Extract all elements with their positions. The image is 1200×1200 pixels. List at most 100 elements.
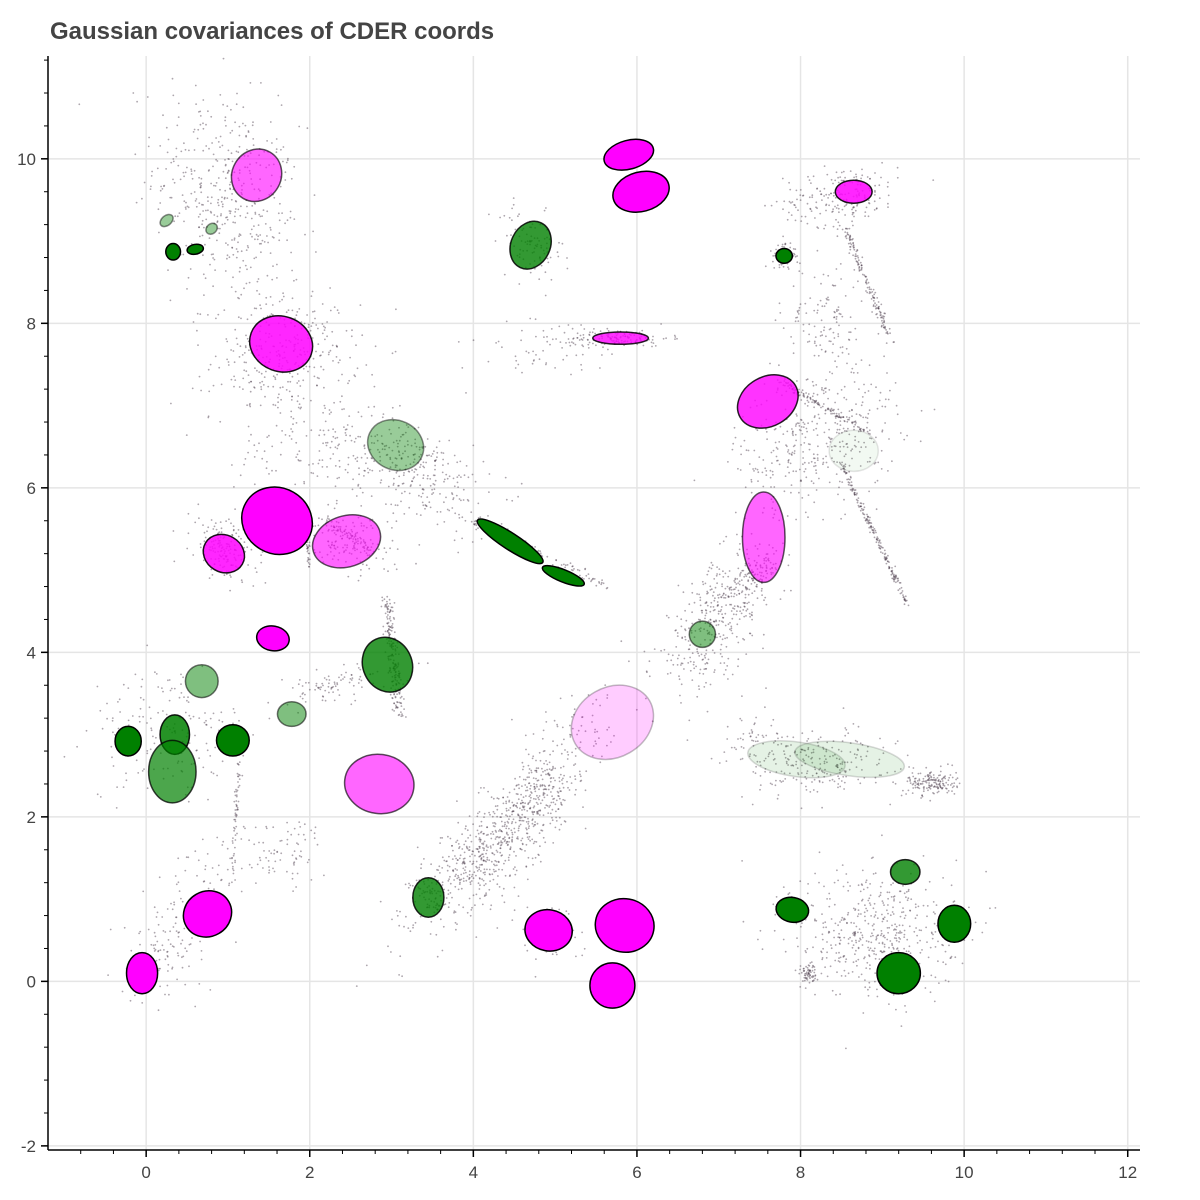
- data-point: [607, 348, 609, 351]
- data-point: [817, 413, 820, 416]
- data-point: [825, 461, 828, 464]
- data-point: [787, 564, 790, 567]
- data-point: [747, 579, 750, 582]
- data-point: [397, 450, 400, 452]
- data-point: [759, 764, 762, 767]
- data-point: [371, 457, 373, 460]
- data-point: [224, 119, 227, 122]
- data-point: [742, 733, 745, 735]
- data-point: [927, 773, 929, 776]
- data-point: [520, 793, 522, 796]
- data-point: [790, 453, 793, 456]
- data-point: [511, 718, 513, 721]
- data-point: [479, 831, 482, 834]
- data-point: [226, 218, 229, 221]
- data-point: [217, 204, 220, 207]
- data-point: [539, 784, 542, 786]
- data-point: [802, 421, 805, 424]
- data-point: [582, 345, 585, 348]
- data-point: [468, 870, 471, 873]
- data-point: [195, 198, 198, 200]
- data-point: [303, 482, 306, 485]
- data-point: [254, 238, 256, 241]
- data-point: [223, 309, 226, 311]
- data-point: [420, 863, 423, 866]
- data-point: [170, 402, 172, 405]
- data-point: [705, 661, 708, 664]
- data-point: [512, 203, 515, 206]
- data-point: [402, 474, 405, 477]
- data-point: [753, 723, 756, 726]
- data-point: [475, 874, 477, 877]
- data-point: [502, 788, 505, 790]
- data-point: [192, 554, 195, 556]
- data-point: [218, 719, 221, 722]
- data-point: [499, 847, 502, 850]
- data-point: [881, 920, 884, 923]
- data-point: [859, 937, 861, 940]
- data-point: [511, 840, 513, 843]
- data-point: [400, 457, 403, 460]
- data-point: [445, 473, 448, 476]
- data-point: [207, 110, 209, 113]
- data-point: [804, 749, 807, 752]
- data-point: [205, 723, 208, 726]
- data-point: [838, 758, 841, 761]
- data-point: [547, 812, 550, 814]
- data-point: [802, 463, 804, 466]
- data-point: [418, 544, 421, 546]
- data-point: [116, 786, 118, 788]
- data-point: [449, 892, 452, 894]
- data-point: [348, 681, 351, 684]
- data-point: [455, 873, 457, 876]
- data-point: [169, 299, 172, 302]
- data-point: [812, 789, 815, 791]
- data-point: [494, 805, 497, 808]
- data-point: [546, 804, 549, 807]
- data-point: [739, 717, 742, 720]
- data-point: [785, 762, 788, 765]
- data-point: [571, 751, 573, 754]
- data-point: [302, 692, 304, 694]
- data-point: [895, 937, 898, 940]
- data-point: [834, 401, 836, 404]
- data-point: [919, 782, 922, 785]
- data-point: [515, 804, 517, 807]
- data-point: [759, 784, 762, 786]
- data-point: [750, 729, 753, 731]
- data-point: [847, 732, 850, 735]
- data-point: [834, 753, 836, 756]
- data-point: [684, 638, 687, 641]
- data-point: [849, 488, 852, 491]
- data-point: [125, 772, 127, 775]
- data-point: [197, 216, 200, 218]
- data-point: [336, 345, 338, 348]
- data-point: [185, 244, 188, 247]
- data-point: [254, 367, 256, 369]
- data-point: [531, 822, 534, 825]
- data-point: [808, 448, 811, 451]
- data-point: [305, 365, 308, 368]
- data-point: [787, 459, 790, 462]
- data-point: [818, 757, 821, 760]
- data-point: [153, 947, 156, 950]
- data-point: [823, 195, 825, 197]
- data-point: [511, 207, 513, 210]
- data-point: [458, 846, 461, 848]
- data-point: [705, 601, 708, 603]
- data-point: [528, 772, 530, 774]
- data-point: [722, 621, 724, 623]
- data-point: [286, 159, 289, 162]
- data-point: [482, 832, 485, 835]
- data-point: [529, 317, 532, 320]
- data-point: [837, 786, 839, 789]
- data-point: [153, 931, 156, 934]
- data-point: [202, 149, 205, 152]
- data-point: [188, 714, 191, 717]
- data-point: [294, 317, 296, 320]
- data-point: [755, 585, 758, 588]
- data-point: [800, 418, 802, 421]
- data-point: [296, 373, 299, 375]
- data-point: [482, 859, 485, 862]
- data-point: [786, 466, 789, 468]
